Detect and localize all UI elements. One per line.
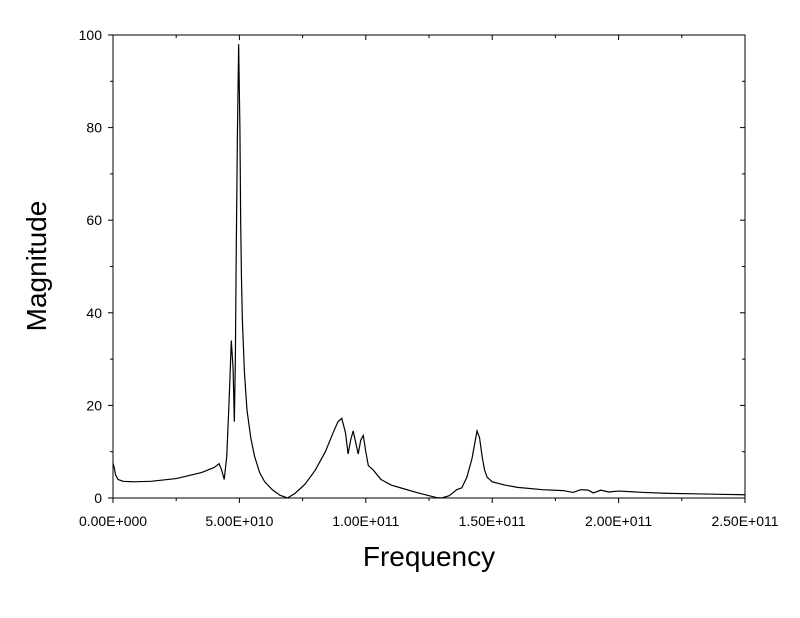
y-tick-label: 80 — [86, 120, 102, 136]
x-axis-title: Frequency — [363, 541, 495, 572]
x-tick-label: 2.50E+011 — [711, 513, 778, 529]
y-tick-label: 100 — [79, 27, 103, 43]
x-tick-label: 0.00E+000 — [79, 513, 147, 529]
ticks-layer: 0.00E+000 5.00E+010 1.00E+011 1.50E+011 2.00… — [79, 27, 779, 529]
y-axis-title: Magnitude — [21, 201, 52, 332]
plot-frame — [112, 34, 746, 499]
x-tick-label: 1.00E+011 — [332, 513, 399, 529]
series-line-magnitude — [112, 44, 746, 499]
y-tick-label: 0 — [94, 490, 102, 506]
y-tick-label: 60 — [86, 212, 102, 228]
y-tick-label: 40 — [86, 305, 102, 321]
x-tick-label: 5.00E+010 — [205, 513, 273, 529]
y-tick-label: 20 — [86, 397, 102, 413]
x-tick-label: 2.00E+011 — [585, 513, 652, 529]
x-tick-label: 1.50E+011 — [459, 513, 526, 529]
